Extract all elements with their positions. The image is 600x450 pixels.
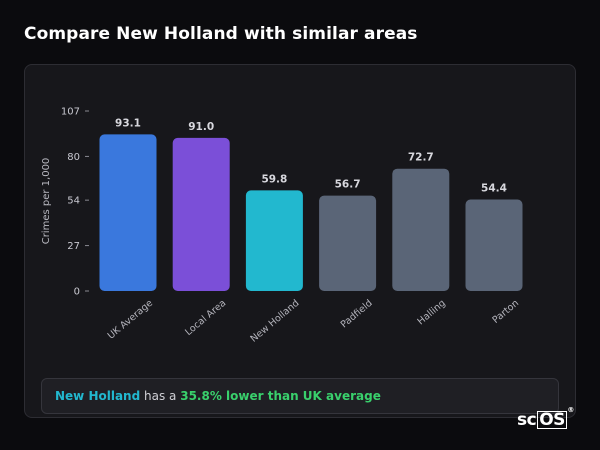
bar-local-area: [172, 137, 230, 291]
page-title: Compare New Holland with similar areas: [24, 24, 418, 44]
crime-rate-bar-chart: Crimes per 1,000 0 27 54 80 107 93.1 UK Avera…: [41, 107, 523, 345]
x-tick-label: Halling: [416, 298, 448, 328]
x-tick-label: UK Average: [106, 298, 155, 342]
logo-registered-mark: ®: [567, 406, 574, 414]
y-axis-ticks: 0 27 54 80 107: [61, 107, 89, 298]
logo-text-sc: sc: [517, 410, 537, 430]
bar-uk-average: [99, 134, 157, 291]
comparison-card: Crimes per 1,000 0 27 54 80 107 93.1 UK Avera…: [24, 64, 576, 418]
y-tick-label: 0: [74, 287, 80, 298]
y-tick-label: 27: [67, 241, 80, 252]
summary-area-name: New Holland: [55, 389, 141, 403]
summary-middle-text: has a: [140, 389, 181, 403]
bar-value-label: 91.0: [188, 121, 214, 133]
bar-value-label: 59.8: [261, 173, 287, 185]
brand-logo: sc OS ®: [517, 406, 574, 430]
logo-text-os: OS: [537, 410, 567, 430]
y-tick-label: 80: [67, 152, 80, 163]
bar-value-label: 72.7: [408, 152, 434, 164]
bar-padfield: [319, 195, 377, 291]
x-tick-label: Parton: [491, 298, 522, 326]
bars-group: 93.1 UK Average 91.0 Local Area 59.8 New Holl…: [99, 117, 523, 345]
y-tick-label: 54: [67, 196, 80, 207]
y-tick-label: 107: [61, 107, 80, 118]
summary-banner: New Holland has a 35.8% lower than UK av…: [41, 378, 559, 414]
bar-halling: [392, 168, 450, 291]
bar-parton: [465, 199, 523, 291]
x-tick-label: Padfield: [339, 298, 375, 331]
bar-value-label: 56.7: [335, 179, 361, 191]
bar-value-label: 54.4: [481, 182, 507, 194]
bar-new-holland: [245, 190, 303, 291]
y-axis-label: Crimes per 1,000: [41, 158, 52, 245]
bar-value-label: 93.1: [115, 117, 141, 129]
summary-difference: 35.8% lower than UK average: [180, 389, 381, 403]
x-tick-label: New Holland: [249, 298, 302, 345]
x-tick-label: Local Area: [183, 298, 228, 338]
